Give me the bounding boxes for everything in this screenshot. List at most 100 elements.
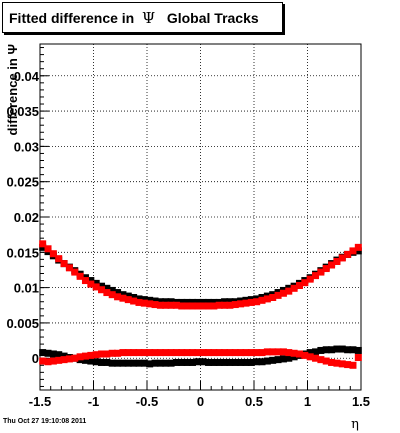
data-point bbox=[135, 349, 143, 357]
data-point bbox=[279, 289, 287, 297]
data-point bbox=[146, 349, 154, 357]
data-point bbox=[151, 301, 159, 309]
data-point bbox=[135, 295, 143, 303]
data-point bbox=[242, 349, 250, 357]
data-point bbox=[210, 358, 218, 366]
data-point bbox=[242, 299, 250, 307]
data-point bbox=[87, 351, 95, 359]
data-point bbox=[333, 359, 341, 367]
data-point bbox=[151, 359, 159, 367]
data-point bbox=[199, 358, 207, 366]
data-point bbox=[344, 250, 352, 258]
data-point bbox=[178, 358, 186, 366]
data-point bbox=[312, 272, 320, 280]
data-point bbox=[295, 350, 303, 358]
data-point bbox=[253, 298, 261, 306]
data-point bbox=[44, 358, 52, 366]
data-point bbox=[237, 349, 245, 357]
data-point bbox=[263, 295, 271, 303]
data-point bbox=[205, 349, 213, 357]
data-point bbox=[199, 298, 207, 306]
data-point bbox=[279, 348, 287, 356]
data-point bbox=[349, 346, 357, 354]
data-point bbox=[98, 350, 106, 358]
data-point bbox=[258, 358, 266, 366]
data-point bbox=[39, 243, 47, 251]
data-point bbox=[119, 349, 127, 357]
data-point bbox=[285, 287, 293, 295]
data-point bbox=[354, 346, 362, 354]
x-tick-label: 1 bbox=[304, 394, 311, 409]
data-point bbox=[60, 260, 68, 268]
data-point bbox=[65, 355, 73, 363]
data-point bbox=[237, 300, 245, 308]
data-point bbox=[221, 358, 229, 366]
data-point bbox=[188, 302, 196, 310]
data-point bbox=[231, 301, 239, 309]
data-point bbox=[247, 358, 255, 366]
data-point bbox=[354, 243, 362, 251]
data-point bbox=[247, 298, 255, 306]
data-point bbox=[290, 349, 298, 357]
data-point bbox=[55, 356, 63, 364]
data-point bbox=[210, 298, 218, 306]
data-point bbox=[60, 356, 68, 364]
data-point bbox=[210, 349, 218, 357]
data-point bbox=[178, 298, 186, 306]
data-point bbox=[306, 275, 314, 283]
data-point bbox=[49, 250, 57, 258]
data-point bbox=[81, 352, 89, 360]
data-point bbox=[151, 349, 159, 357]
data-point bbox=[226, 298, 234, 306]
data-point bbox=[188, 298, 196, 306]
data-point bbox=[205, 298, 213, 306]
chart-title-box: Fitted difference in Ψ Global Tracks bbox=[2, 2, 283, 33]
data-point bbox=[258, 296, 266, 304]
data-point bbox=[301, 279, 309, 287]
data-point bbox=[237, 358, 245, 366]
y-tick-label: 0.04 bbox=[14, 69, 40, 84]
data-point bbox=[183, 302, 191, 310]
data-point bbox=[312, 354, 320, 362]
data-point bbox=[253, 349, 261, 357]
data-point bbox=[76, 353, 84, 361]
data-point bbox=[322, 357, 330, 365]
data-point bbox=[92, 358, 100, 366]
data-point bbox=[328, 358, 336, 366]
data-point bbox=[199, 302, 207, 310]
y-tick-label: 0.01 bbox=[14, 281, 39, 296]
x-tick-label: -0.5 bbox=[136, 394, 158, 409]
data-point bbox=[172, 349, 180, 357]
data-point bbox=[39, 240, 47, 248]
data-point bbox=[108, 291, 116, 299]
data-point bbox=[98, 286, 106, 294]
data-point bbox=[135, 298, 143, 306]
y-tick-label: 0.005 bbox=[6, 316, 39, 331]
data-point bbox=[221, 301, 229, 309]
data-point bbox=[87, 277, 95, 285]
data-point bbox=[344, 346, 352, 354]
data-point bbox=[215, 358, 223, 366]
y-tick-label: 0.015 bbox=[6, 245, 39, 260]
data-point bbox=[87, 357, 95, 365]
data-point bbox=[205, 358, 213, 366]
data-point bbox=[274, 356, 282, 364]
data-point bbox=[205, 302, 213, 310]
data-point bbox=[162, 349, 170, 357]
data-point bbox=[188, 358, 196, 366]
data-point bbox=[178, 302, 186, 310]
data-point bbox=[306, 353, 314, 361]
y-tick-label: 0.025 bbox=[6, 175, 39, 190]
data-point bbox=[253, 358, 261, 366]
data-point bbox=[156, 359, 164, 367]
data-point bbox=[338, 360, 346, 368]
data-point bbox=[194, 349, 202, 357]
data-point bbox=[162, 298, 170, 306]
data-point bbox=[71, 268, 79, 276]
data-point bbox=[172, 301, 180, 309]
data-point bbox=[98, 358, 106, 366]
data-point bbox=[92, 283, 100, 291]
data-point bbox=[124, 292, 132, 300]
chart-title-prefix: Fitted difference in bbox=[9, 9, 143, 26]
x-tick-label: 1.5 bbox=[352, 394, 370, 409]
